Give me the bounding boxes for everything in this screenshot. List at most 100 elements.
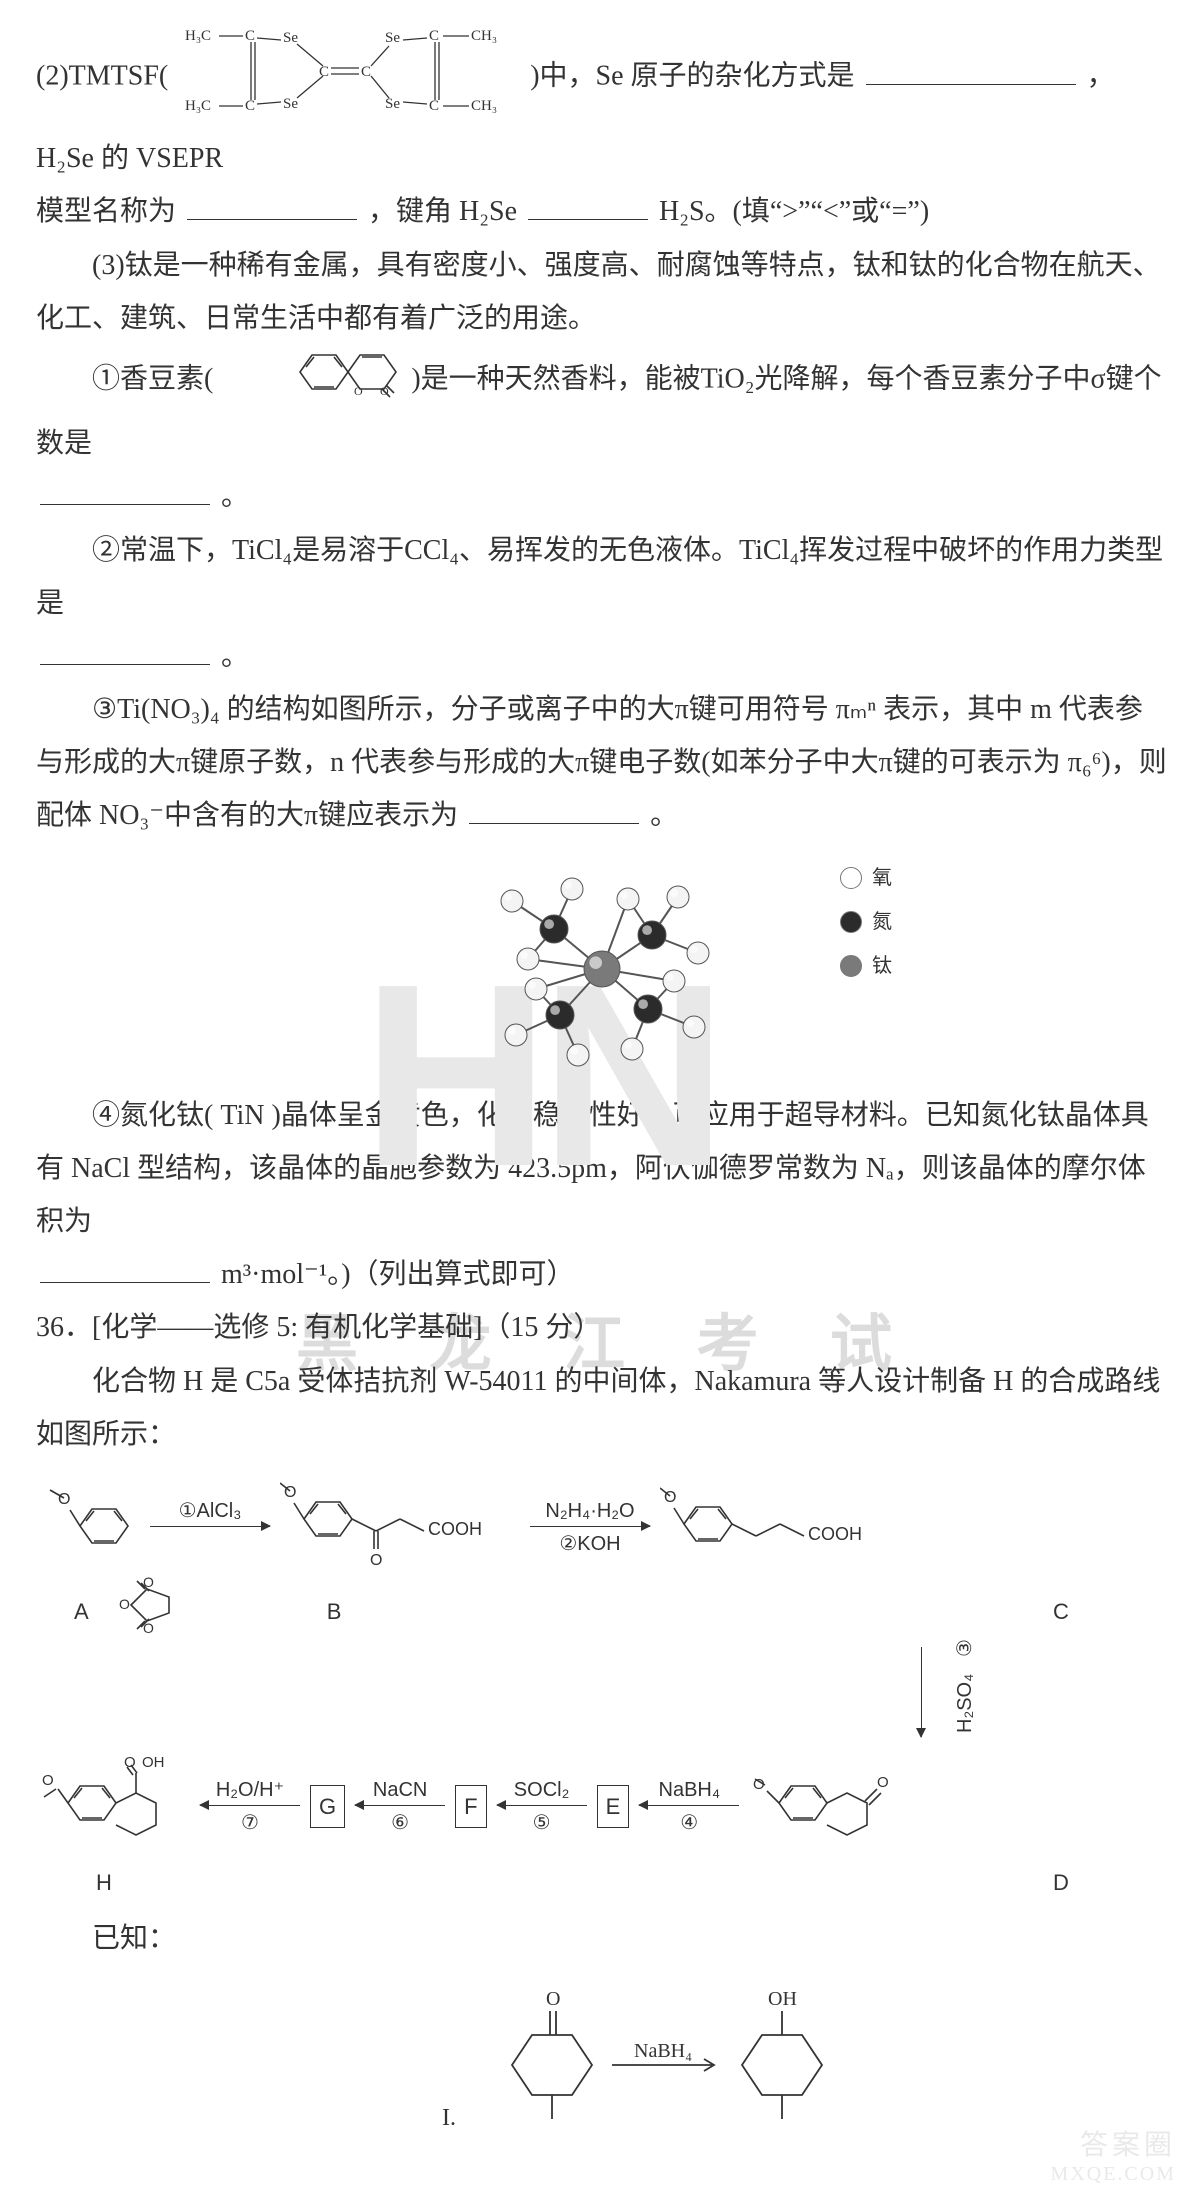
svg-text:C: C — [361, 64, 371, 80]
svg-text:Se: Se — [283, 30, 298, 46]
arrow-step5: SOCl₂ ⑤ — [497, 1771, 587, 1842]
blank-molar-volume[interactable] — [40, 1251, 210, 1283]
step3-num: ③ — [954, 1639, 976, 1657]
q36-intro: 化合物 H 是 C5a 受体拮抗剂 W-54011 的中间体，Nakamura … — [36, 1355, 1168, 1461]
legend-row-o: 氧 — [840, 859, 892, 897]
q2-prefix: (2)TMTSF( — [36, 61, 168, 92]
svg-text:H₃C: H₃C — [185, 98, 211, 114]
label-a: A — [74, 1591, 89, 1633]
label-c: C — [1026, 1591, 1096, 1633]
svg-text:CH₃: CH₃ — [471, 98, 497, 114]
blank-angle-compare[interactable] — [528, 189, 648, 221]
svg-text:C: C — [245, 98, 255, 114]
legend-dot-ti — [840, 955, 862, 977]
arrow-step1: ①AlCl₃ — [150, 1492, 270, 1563]
coumarin-structure: O O — [224, 345, 400, 417]
q2-line2: 模型名称为 ，键角 H₂Se H₂S。(填“>”“<”或“=”) — [36, 185, 1168, 238]
structure-d: O O — [749, 1745, 909, 1869]
legend-row-n: 氮 — [840, 903, 892, 941]
q2-l2c: H₂S。(填“>”“<”或“=”) — [659, 196, 929, 227]
corner-watermark: 答案圈 MXQE.COM — [1051, 2130, 1176, 2185]
svg-text:Se: Se — [385, 30, 400, 46]
known-reaction: I. O NaBH₄ OH — [342, 1975, 862, 2163]
svg-text:I.: I. — [442, 2105, 456, 2131]
q3-1-blankline: 。 — [36, 470, 1168, 523]
q36-heading: 36．[化学——选修 5: 有机化学基础]（15 分） — [36, 1301, 1168, 1354]
legend-row-ti: 钛 — [840, 947, 892, 985]
q3-4: ④氮化钛( TiN )晶体呈金黄色，化学稳定性好，可应用于超导材料。已知氮化钛晶… — [36, 1089, 1168, 1249]
succinic-anhydride: O O O — [107, 1575, 193, 1649]
scheme-vert: H₂SO₄ ③ — [36, 1647, 1016, 1737]
svg-text:C: C — [429, 98, 439, 114]
svg-text:O: O — [370, 1552, 382, 1569]
svg-text:C: C — [429, 28, 439, 44]
tino34-figure: HN 氧 氮 钛 — [302, 849, 902, 1079]
svg-text:CH₃: CH₃ — [471, 28, 497, 44]
q3-3: ③Ti(NO₃)₄ 的结构如图所示，分子或离子中的大π键可用符号 πₘⁿ 表示，… — [36, 683, 1168, 843]
svg-text:NaBH₄: NaBH₄ — [634, 2040, 692, 2062]
label-d: D — [1026, 1862, 1096, 1904]
q3-1c: 。 — [221, 481, 249, 512]
step6-num: ⑥ — [391, 1804, 409, 1842]
svg-text:OH: OH — [768, 1988, 797, 2010]
arrow-step7: H₂O/H⁺ ⑦ — [200, 1771, 300, 1842]
legend-label-ti: 钛 — [872, 947, 892, 985]
q3-4a: ④氮化钛( TiN )晶体呈金黄色，化学稳定性好，可应用于超导材料。已知氮化钛晶… — [36, 1100, 1149, 1237]
blank-pi-notation[interactable] — [469, 793, 639, 825]
label-b: B — [327, 1591, 342, 1633]
step4-num: ④ — [680, 1804, 698, 1842]
blank-sigma-count[interactable] — [40, 474, 210, 506]
q2-line1: (2)TMTSF( H₃C H₃C C C Se Se C — [36, 24, 1168, 185]
tmtsf-structure: H₃C H₃C C C Se Se C C — [179, 24, 519, 132]
corner-l2: MXQE.COM — [1051, 2163, 1176, 2186]
scheme-row-2: O O OH — [36, 1745, 1136, 1869]
q3-3b: 。 — [650, 800, 678, 831]
svg-text:C: C — [245, 28, 255, 44]
atom-legend: 氧 氮 钛 — [840, 859, 892, 991]
svg-text:COOH: COOH — [428, 1519, 482, 1539]
svg-text:Se: Se — [385, 96, 400, 112]
q3-4-unit: m³·mol⁻¹。)（列出算式即可） — [221, 1259, 575, 1290]
synthesis-scheme: O ①AlCl₃ O — [36, 1471, 1136, 1904]
svg-text:O: O — [42, 1772, 54, 1789]
svg-text:COOH: COOH — [808, 1524, 862, 1544]
reagent-h2so4: H₂SO₄ — [954, 1673, 976, 1732]
label-h: H — [96, 1862, 112, 1904]
blank-vsepr-name[interactable] — [187, 189, 357, 221]
svg-text:O: O — [284, 1484, 296, 1501]
q3-2-blankline: 。 — [36, 630, 1168, 683]
structure-a: O — [40, 1476, 140, 1580]
q2-l2a: 模型名称为 — [36, 196, 176, 227]
svg-text:O: O — [119, 1596, 130, 1612]
legend-dot-o — [840, 867, 862, 889]
structure-b: O COOH — [280, 1471, 520, 1585]
step7-num: ⑦ — [241, 1804, 259, 1842]
box-f: F — [455, 1785, 486, 1829]
step5-num: ⑤ — [533, 1804, 551, 1842]
q3-1a: ①香豆素( — [92, 363, 213, 394]
tino34-molecule-svg — [302, 849, 902, 1079]
structure-h: O O OH — [40, 1745, 190, 1869]
q3-intro: (3)钛是一种稀有金属，具有密度小、强度高、耐腐蚀等特点，钛和钛的化合物在航天、… — [36, 239, 1168, 345]
arrow-step3: H₂SO₄ ③ — [921, 1647, 1016, 1737]
arrow-step2: N₂H₄·H₂O ②KOH — [530, 1492, 650, 1563]
blank-se-hybrid[interactable] — [866, 53, 1076, 85]
q2-l2b: ，键角 H₂Se — [368, 196, 524, 227]
known-label: 已知： — [36, 1912, 1168, 1965]
structure-c: O COOH — [660, 1476, 900, 1580]
svg-text:O: O — [354, 384, 363, 398]
blank-force-type[interactable] — [40, 633, 210, 665]
svg-text:O: O — [877, 1774, 889, 1791]
svg-text:O: O — [58, 1491, 70, 1508]
box-g: G — [310, 1785, 345, 1829]
legend-dot-n — [840, 911, 862, 933]
scheme-row-1b: A O O O B C — [36, 1575, 1136, 1649]
q2-mid-a: )中，Se 原子的杂化方式是 — [530, 61, 854, 92]
q3-1: ①香豆素( O O )是一种天然香料，能被TiO — [36, 345, 1168, 470]
legend-label-n: 氮 — [872, 903, 892, 941]
box-e: E — [597, 1785, 630, 1829]
arrow-step6: NaCN ⑥ — [355, 1771, 445, 1842]
q3-4-blankline: m³·mol⁻¹。)（列出算式即可） — [36, 1248, 1168, 1301]
svg-text:O: O — [664, 1489, 676, 1506]
corner-l1: 答案圈 — [1051, 2130, 1176, 2162]
